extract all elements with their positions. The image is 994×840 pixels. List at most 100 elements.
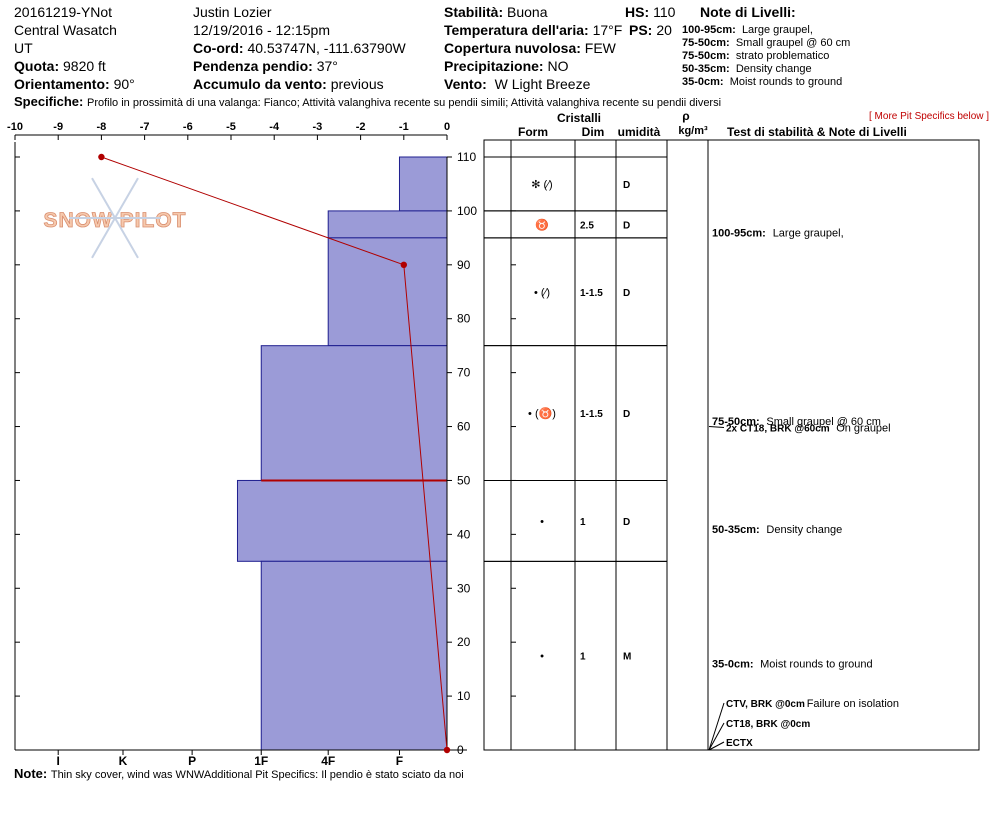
precipitation: Precipitazione: NO <box>444 59 568 73</box>
layer-note-range: 75-50cm: <box>682 37 730 49</box>
stability: Stabilità: Buona <box>444 5 548 19</box>
temperature-tick-label: 0 <box>444 121 450 133</box>
layer-grain-form: • <box>540 651 544 663</box>
layer-table-frame <box>483 139 980 751</box>
temperature-tick-label: -3 <box>313 121 323 133</box>
depth-tick-label: 30 <box>457 581 471 595</box>
snowflake-arm <box>114 177 139 219</box>
temperature-tick-label: -10 <box>7 121 23 133</box>
ps-value: 20 <box>656 22 672 38</box>
hs-value: 110 <box>653 4 676 20</box>
datetime: 12/19/2016 - 12:15pm <box>193 22 330 38</box>
depth-tick-label: 50 <box>457 473 471 487</box>
header-cristalli: Cristalli <box>557 111 601 125</box>
layer-grain-size: 1 <box>580 652 586 663</box>
stability-test-label: CT18, BRK @0cm <box>726 719 810 730</box>
coord-value: 40.53747N, -111.63790W <box>247 40 406 56</box>
depth-tick-label: 40 <box>457 527 471 541</box>
hardness-layer-bar <box>260 345 448 481</box>
hs-label: HS: <box>625 4 650 20</box>
header-tests: Test di stabilità & Note di Livelli <box>727 125 907 139</box>
wind-load-label: Accumulo da vento: <box>193 76 327 92</box>
wind-value: W Light Breeze <box>494 76 591 92</box>
aspect: Orientamento: 90° <box>14 77 135 91</box>
layer-note-item: 50-35cm: Density change <box>682 64 812 75</box>
wind: Vento: W Light Breeze <box>444 77 590 91</box>
layer-grain-form: • (♉) <box>528 407 556 420</box>
layer-note-item: 35-0cm: Moist rounds to ground <box>682 77 842 88</box>
coordinates: Co-ord: 40.53747N, -111.63790W <box>193 41 406 55</box>
hardness-tick-label: P <box>188 754 196 768</box>
elevation-value: 9820 ft <box>63 58 106 74</box>
layer-note-text: Density change <box>766 524 842 536</box>
specifics-label: Specifiche: <box>14 94 84 109</box>
stability-test-arrow <box>708 426 725 429</box>
state: UT <box>14 40 33 56</box>
layer-note-text: Large graupel, <box>735 24 813 36</box>
header-density-unit: kg/m³ <box>678 125 708 137</box>
stability-test-label: ECTX <box>726 738 753 749</box>
layer-grain-size: 1 <box>580 517 586 528</box>
wind-load-value: previous <box>330 76 384 92</box>
depth-tick-label: 100 <box>457 204 477 218</box>
stability-test-arrow <box>708 702 725 751</box>
specifics: Specifiche: Profilo in prossimità di una… <box>14 95 721 109</box>
specifics-value: Profilo in prossimità di una valanga: Fi… <box>86 97 722 109</box>
precip-label: Precipitazione: <box>444 58 544 74</box>
layer-note-text: Density change <box>729 63 812 75</box>
depth-tick-label: 60 <box>457 420 471 434</box>
cloud-label: Copertura nuvolosa: <box>444 40 581 56</box>
precip-value: NO <box>547 58 569 74</box>
layer-note-range: 35-0cm: <box>682 76 724 88</box>
header-dim: Dim <box>582 125 605 139</box>
depth-tick-label: 110 <box>457 150 476 164</box>
air-temp-label: Temperatura dell'aria: <box>444 22 589 38</box>
layer-grain-form: • <box>540 516 544 528</box>
layer-note-text: Small graupel @ 60 cm <box>729 37 851 49</box>
temperature-point <box>98 153 105 161</box>
temperature-tick-label: -2 <box>356 121 366 133</box>
layer-note-text: Small graupel @ 60 cm <box>766 416 881 428</box>
layer-wetness: D <box>623 220 630 231</box>
temperature-tick-label: -8 <box>97 121 107 133</box>
snowflake-arm <box>114 217 139 259</box>
hardness-tick-label: I <box>57 754 60 768</box>
more-pit-specifics-link[interactable]: [ More Pit Specifics below ] <box>869 111 990 122</box>
layer-note-text: strato problematico <box>729 50 830 62</box>
layer-grain-size: 1-1.5 <box>580 288 603 299</box>
hardness-tick-label: K <box>119 754 128 768</box>
note-label: Note: <box>14 766 48 781</box>
temperature-point <box>400 261 407 269</box>
aspect-label: Orientamento: <box>14 76 110 92</box>
snowflake-arm <box>91 177 116 219</box>
temperature-point <box>443 746 451 754</box>
depth-tick-label: 90 <box>457 258 471 272</box>
snow-pilot-logo: SNOW PILOT <box>44 209 187 232</box>
observer: Justin Lozier <box>193 4 272 20</box>
stability-label: Stabilità: <box>444 4 504 20</box>
stability-test-note: Failure on isolation <box>807 698 899 710</box>
temperature-tick-label: -1 <box>399 121 409 133</box>
hardness-tick-label: 4F <box>321 754 335 768</box>
layer-wetness: D <box>623 517 630 528</box>
coord-label: Co-ord: <box>193 40 244 56</box>
header-umidita: umidità <box>618 125 661 139</box>
footer-note: Note: Thin sky cover, wind was WNWAdditi… <box>14 767 464 781</box>
layer-note-range: 75-50cm: <box>682 50 730 62</box>
layer-note-text: Moist rounds to ground <box>723 76 843 88</box>
wind-label: Vento: <box>444 76 487 92</box>
layer-note-label: 75-50cm: <box>712 416 760 428</box>
temperature-tick-label: -5 <box>226 121 236 133</box>
hardness-layer-bar <box>327 237 448 347</box>
temperature-tick-label: -6 <box>183 121 193 133</box>
layer-wetness: M <box>623 652 631 663</box>
hardness-layer-bar <box>398 156 448 212</box>
elevation-label: Quota: <box>14 58 60 74</box>
slope-label: Pendenza pendio: <box>193 58 313 74</box>
layer-wetness: D <box>623 180 630 191</box>
depth-tick-label: 10 <box>457 689 471 703</box>
slope-value: 37° <box>316 58 338 74</box>
depth-tick-label: 80 <box>457 312 471 326</box>
layer-wetness: D <box>623 288 630 299</box>
